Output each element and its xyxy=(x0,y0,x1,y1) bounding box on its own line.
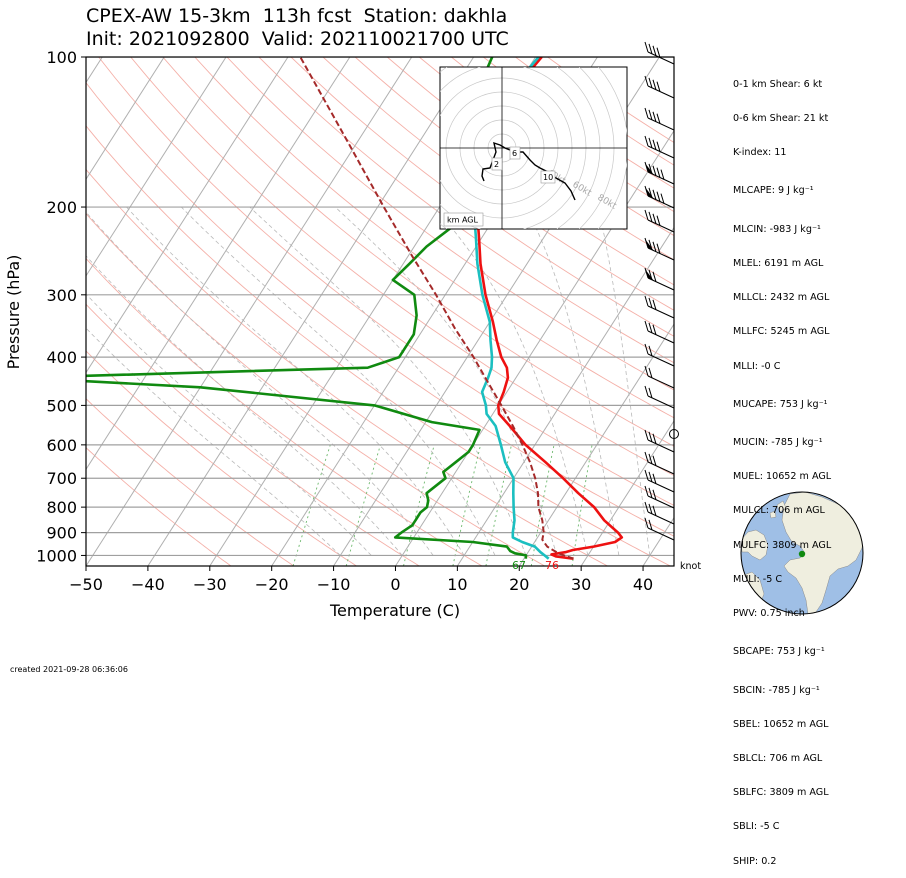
dry-adiabat xyxy=(67,57,733,566)
mixing-ratio-line xyxy=(346,445,380,566)
index-line: 0-6 km Shear: 21 kt xyxy=(733,113,831,124)
x-tick-label: 10 xyxy=(447,575,467,594)
x-tick-label: 30 xyxy=(571,575,591,594)
wind-barb xyxy=(645,162,674,184)
index-line: 0-1 km Shear: 6 kt xyxy=(733,79,831,90)
y-tick-label: 600 xyxy=(46,436,77,455)
hodograph-label-6km: 6 xyxy=(512,149,517,158)
wind-barb xyxy=(645,268,674,290)
index-line: PWV: 0.75 inch xyxy=(733,608,831,619)
dry-adiabat xyxy=(0,57,294,566)
index-line: MLEL: 6191 m AGL xyxy=(733,258,831,269)
index-line: SBCAPE: 753 J kg⁻¹ xyxy=(733,646,831,657)
x-tick-label: 20 xyxy=(509,575,529,594)
y-axis-label: Pressure (hPa) xyxy=(4,255,23,370)
x-tick-label: −40 xyxy=(131,575,165,594)
surface-temperature-label: 76 xyxy=(545,559,559,572)
index-line: MLCAPE: 9 J kg⁻¹ xyxy=(733,185,831,196)
index-line: MLLFC: 5245 m AGL xyxy=(733,326,831,337)
wind-barb xyxy=(645,296,674,318)
index-line: SBLFC: 3809 m AGL xyxy=(733,787,831,798)
mixing-ratio-line xyxy=(404,445,435,566)
hodograph-label-10km: 10 xyxy=(543,173,553,182)
wind-barb xyxy=(645,321,674,343)
index-line: MULCL: 706 m AGL xyxy=(733,505,831,516)
moist-adiabat xyxy=(598,207,650,555)
wind-barb xyxy=(645,210,674,232)
moist-adiabat xyxy=(250,207,526,555)
mixing-ratio-line xyxy=(453,445,481,566)
moist-adiabat xyxy=(526,207,619,555)
wind-barb xyxy=(645,238,674,260)
dry-adiabat xyxy=(0,57,482,566)
index-line: MLLCL: 2432 m AGL xyxy=(733,292,831,303)
y-tick-label: 200 xyxy=(46,198,77,217)
index-line: MLCIN: -983 J kg⁻¹ xyxy=(733,224,831,235)
y-tick-label: 900 xyxy=(46,524,77,543)
y-tick-label: 100 xyxy=(46,48,77,67)
index-line: SBLI: -5 C xyxy=(733,821,831,832)
isotherm xyxy=(0,57,226,566)
y-tick-label: 800 xyxy=(46,498,77,517)
moist-adiabat xyxy=(335,207,557,555)
index-line: MLLI: -0 C xyxy=(733,361,831,372)
y-tick-label: 300 xyxy=(46,286,77,305)
index-line: MULFC: 3809 m AGL xyxy=(733,540,831,551)
x-tick-label: −20 xyxy=(255,575,289,594)
wind-barb xyxy=(645,452,674,474)
x-axis-label: Temperature (C) xyxy=(329,601,460,620)
wind-barb xyxy=(645,366,674,388)
index-line: MULI: -5 C xyxy=(733,574,831,585)
dry-adiabat xyxy=(0,57,356,566)
index-line: SBCIN: -785 J kg⁻¹ xyxy=(733,685,831,696)
hodograph-units-label: km AGL xyxy=(447,216,479,225)
x-tick-label: 0 xyxy=(390,575,400,594)
hodograph-inset: 40kt 60kt 80kt 2 6 10 km AGL xyxy=(376,22,628,274)
y-tick-label: 700 xyxy=(46,469,77,488)
x-tick-label: −50 xyxy=(69,575,103,594)
index-line: SHIP: 0.2 xyxy=(733,856,831,867)
mixing-ratio-line xyxy=(293,445,330,566)
isotherm xyxy=(148,57,474,566)
x-tick-label: −30 xyxy=(193,575,227,594)
isotherm xyxy=(24,57,350,566)
index-line: SBEL: 10652 m AGL xyxy=(733,719,831,730)
y-tick-label: 1000 xyxy=(36,546,77,565)
surface-dewpoint-label: 67 xyxy=(512,559,526,572)
x-tick-label: 40 xyxy=(633,575,653,594)
y-tick-label: 500 xyxy=(46,396,77,415)
x-tick-label: −10 xyxy=(317,575,351,594)
sounding-indices-panel: 0-1 km Shear: 6 kt 0-6 km Shear: 21 kt K… xyxy=(733,56,831,878)
y-tick-label: 400 xyxy=(46,348,77,367)
wind-units-label: knot xyxy=(680,561,701,572)
wind-barb xyxy=(645,186,674,208)
created-timestamp: created 2021-09-28 06:36:06 xyxy=(10,665,128,674)
index-line: SBLCL: 706 m AGL xyxy=(733,753,831,764)
wind-barb xyxy=(645,42,674,64)
isotherm xyxy=(0,57,288,566)
index-line: K-index: 11 xyxy=(733,147,831,158)
index-line: MUCIN: -785 J kg⁻¹ xyxy=(733,437,831,448)
index-line: MUEL: 10652 m AGL xyxy=(733,471,831,482)
wind-barb xyxy=(645,76,674,98)
dry-adiabat xyxy=(0,57,419,566)
index-line: MUCAPE: 753 J kg⁻¹ xyxy=(733,399,831,410)
hodograph-label-2km: 2 xyxy=(494,160,499,169)
